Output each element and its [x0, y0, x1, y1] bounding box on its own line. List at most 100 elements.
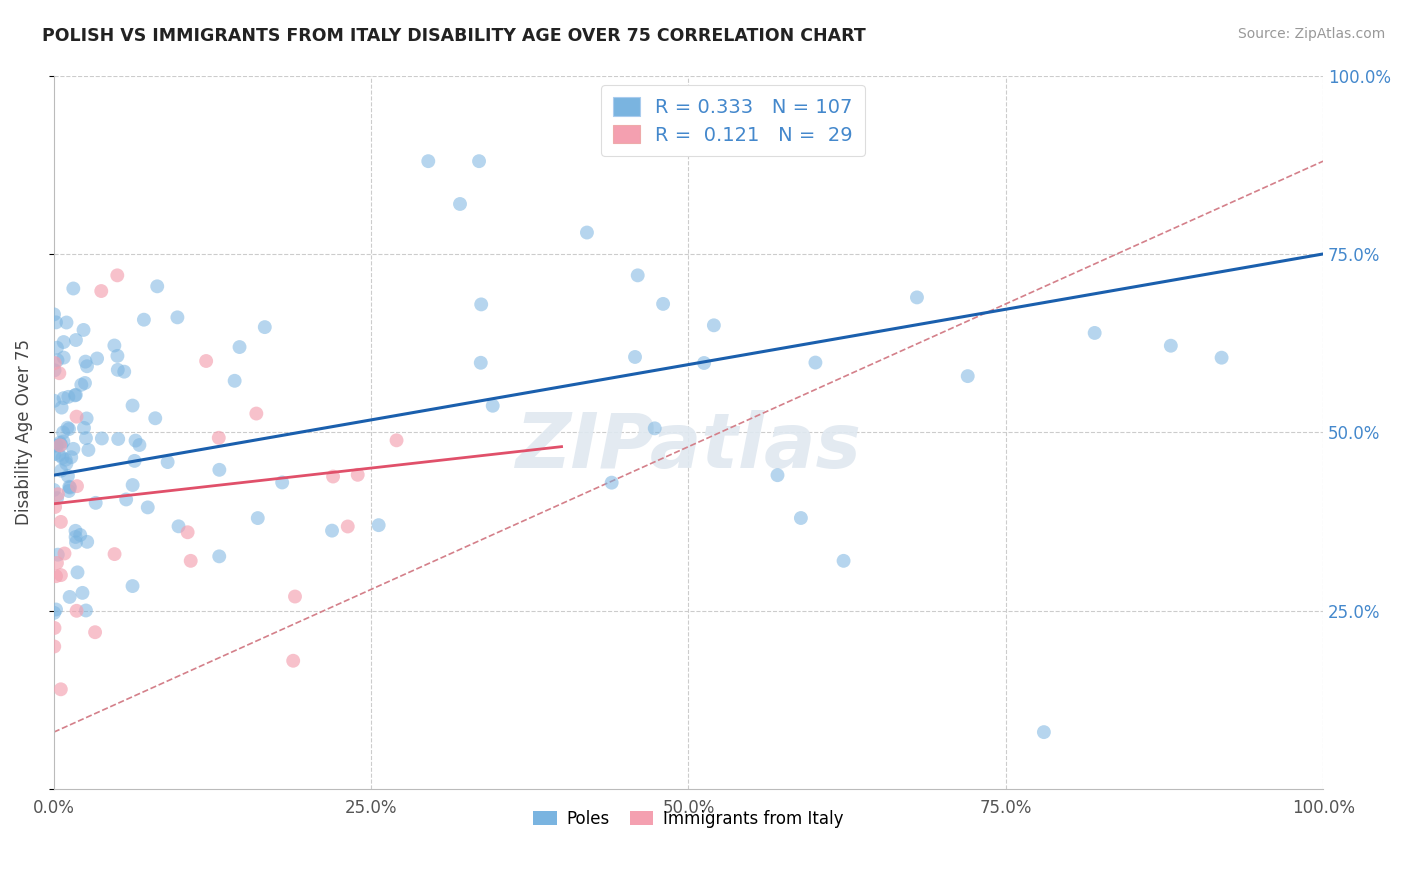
Point [51, 401, 73, 415]
Text: POLISH VS IMMIGRANTS FROM ITALY DISABILITY AGE OVER 75 CORRELATION CHART: POLISH VS IMMIGRANTS FROM ITALY DISABILI… [42, 27, 866, 45]
Point [766, 468, 789, 483]
Point [77, 442, 100, 457]
Point [52, 351, 75, 365]
Point [136, 500, 159, 515]
Legend: Poles, Immigrants from Italy: Poles, Immigrants from Italy [527, 803, 851, 834]
Point [245, 407, 267, 421]
Point [45, 315, 67, 329]
Point [121, 399, 143, 413]
Point [52, 425, 75, 440]
Point [56, 421, 79, 435]
Point [346, 467, 368, 482]
Point [224, 374, 246, 388]
Point [44, 363, 66, 377]
Point [1160, 339, 1182, 353]
Point [73, 376, 96, 390]
Point [90, 432, 112, 446]
Point [72, 586, 94, 600]
Point [44, 439, 66, 453]
Point [66, 566, 89, 580]
Point [66, 479, 89, 493]
Point [45, 602, 67, 616]
Point [65, 333, 87, 347]
Point [156, 455, 179, 469]
Point [52, 334, 75, 349]
Point [103, 547, 125, 561]
Point [45, 569, 67, 583]
Point [84, 625, 107, 640]
Point [418, 154, 440, 169]
Point [107, 363, 129, 377]
Point [322, 469, 344, 483]
Point [271, 475, 294, 490]
Point [956, 369, 979, 384]
Point [284, 590, 307, 604]
Point [336, 519, 359, 533]
Text: Source: ZipAtlas.com: Source: ZipAtlas.com [1237, 27, 1385, 41]
Point [208, 431, 231, 445]
Point [832, 554, 855, 568]
Point [624, 350, 647, 364]
Point [75, 354, 97, 368]
Point [44, 393, 66, 408]
Point [208, 463, 231, 477]
Point [46, 438, 69, 452]
Point [69, 528, 91, 542]
Point [84, 496, 107, 510]
Point [115, 492, 138, 507]
Point [167, 519, 190, 533]
Point [44, 500, 66, 514]
Point [46, 353, 69, 368]
Point [62, 281, 84, 295]
Point [52, 434, 75, 449]
Point [128, 438, 150, 452]
Point [166, 310, 188, 325]
Text: ZIPatlas: ZIPatlas [516, 409, 862, 483]
Point [76, 534, 98, 549]
Point [65, 409, 87, 424]
Point [65, 604, 87, 618]
Point [59, 481, 82, 495]
Point [58, 390, 80, 404]
Point [72, 323, 94, 337]
Point [73, 421, 96, 435]
Point [1084, 326, 1107, 340]
Point [121, 478, 143, 492]
Point [63, 388, 86, 402]
Point [58, 483, 80, 498]
Point [627, 268, 650, 283]
Point [55, 452, 77, 467]
Point [693, 356, 716, 370]
Point [53, 546, 76, 560]
Point [76, 359, 98, 374]
Point [46, 548, 69, 562]
Point [385, 434, 408, 448]
Point [804, 355, 827, 369]
Point [49, 438, 72, 452]
Point [49, 435, 72, 450]
Point [46, 556, 69, 570]
Y-axis label: Disability Age Over 75: Disability Age Over 75 [15, 339, 32, 525]
Point [1032, 725, 1054, 739]
Point [56, 469, 79, 483]
Point [644, 421, 666, 435]
Point [468, 154, 491, 169]
Point [103, 338, 125, 352]
Point [48, 448, 70, 462]
Point [70, 377, 93, 392]
Point [143, 411, 166, 425]
Point [321, 524, 343, 538]
Point [449, 197, 471, 211]
Point [46, 491, 69, 505]
Point [703, 318, 725, 333]
Point [107, 349, 129, 363]
Point [46, 341, 69, 355]
Point [470, 356, 492, 370]
Point [51, 438, 73, 452]
Point [112, 365, 135, 379]
Point [44, 640, 66, 654]
Point [132, 312, 155, 326]
Point [124, 434, 146, 448]
Point [367, 518, 389, 533]
Point [107, 432, 129, 446]
